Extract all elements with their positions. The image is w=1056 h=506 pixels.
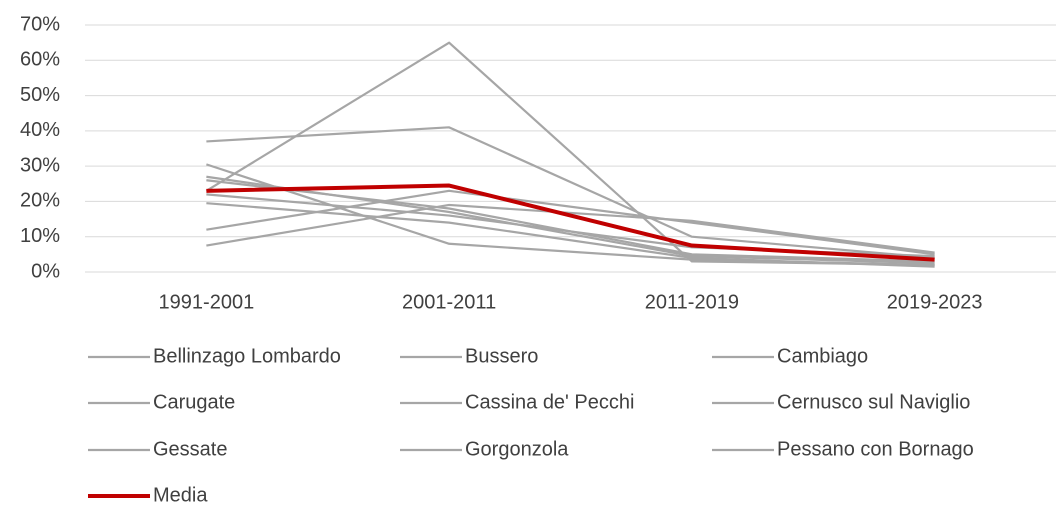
x-tick-label: 2001-2011 (402, 291, 496, 313)
series-line (206, 202, 935, 268)
x-tick-label: 1991-2001 (159, 291, 255, 313)
series-line (206, 193, 935, 258)
legend-label: Media (153, 484, 208, 506)
series-line (206, 126, 935, 259)
y-tick-label: 50% (20, 84, 60, 106)
y-tick-label: 30% (20, 154, 60, 176)
legend-label: Bellinzago Lombardo (153, 345, 341, 367)
series-line (206, 203, 935, 254)
legend-label: Pessano con Bornago (777, 438, 974, 460)
y-tick-label: 10% (20, 225, 60, 247)
series-line (206, 175, 935, 265)
y-tick-label: 20% (20, 190, 60, 212)
x-tick-label: 2011-2019 (645, 291, 739, 313)
series-line (206, 183, 935, 262)
y-tick-label: 70% (20, 13, 60, 35)
y-tick-label: 40% (20, 119, 60, 141)
legend-label: Cernusco sul Naviglio (777, 391, 970, 413)
y-tick-label: 0% (31, 260, 60, 282)
legend-label: Gorgonzola (465, 438, 569, 460)
legend-label: Cassina de' Pecchi (465, 391, 634, 413)
legend-label: Gessate (153, 438, 227, 460)
legend-label: Carugate (153, 391, 235, 413)
legend-label: Bussero (465, 345, 538, 367)
legend-label: Cambiago (777, 345, 868, 367)
series-line (206, 189, 935, 256)
x-tick-label: 2019-2023 (887, 291, 983, 313)
y-tick-label: 60% (20, 49, 60, 71)
